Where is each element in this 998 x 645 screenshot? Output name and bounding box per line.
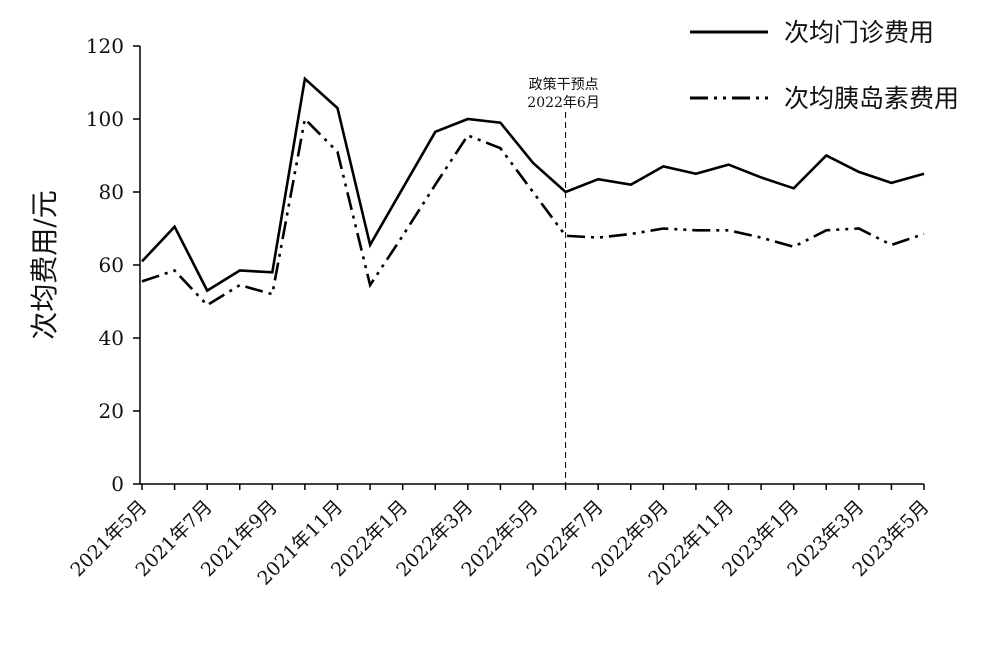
x-axis-ticks: 2021年5月2021年7月2021年9月2021年11月2022年1月2022… <box>66 484 934 590</box>
legend: 次均门诊费用 次均胰岛素费用 <box>690 18 959 113</box>
legend-label-outpatient: 次均门诊费用 <box>784 18 934 47</box>
series-line-outpatient <box>141 76 925 293</box>
y-tick-label: 20 <box>99 399 124 423</box>
intervention-date-label: 2022年6月 <box>527 95 600 111</box>
series-layer <box>141 76 925 307</box>
y-tick-label: 80 <box>99 180 124 204</box>
y-tick-label: 60 <box>99 253 124 277</box>
y-tick-label: 120 <box>86 34 124 58</box>
intervention-label: 政策干预点 <box>529 76 599 93</box>
series-line-insulin <box>141 116 925 307</box>
legend-label-insulin: 次均胰岛素费用 <box>784 84 959 113</box>
y-tick-label: 0 <box>111 472 124 496</box>
y-axis-title: 次均费用/元 <box>28 190 61 339</box>
y-tick-label: 100 <box>86 107 124 131</box>
y-axis-ticks: 0 20 40 60 80 100 120 <box>86 34 140 496</box>
y-tick-label: 40 <box>99 326 124 350</box>
